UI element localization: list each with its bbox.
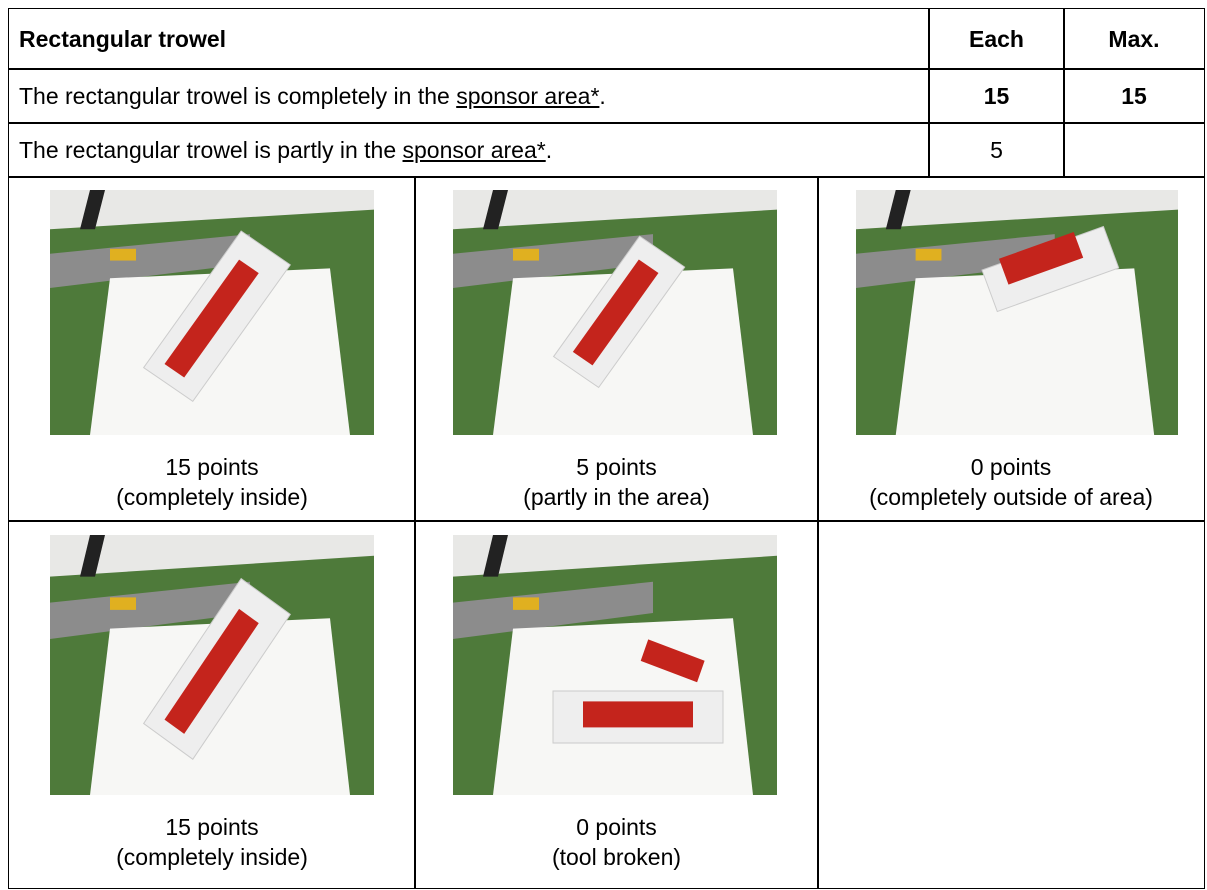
each-value: 5 — [990, 136, 1003, 163]
row-cell — [1063, 122, 1205, 178]
photo-cell — [817, 520, 1205, 889]
each-value: 15 — [983, 82, 1010, 109]
caption: 5 points (partly in the area) — [414, 452, 819, 512]
photo — [453, 535, 777, 795]
photo-image — [50, 535, 374, 795]
rule-link[interactable]: sponsor area* — [402, 136, 546, 163]
photo-cell — [414, 176, 819, 522]
caption-note: (tool broken) — [551, 844, 682, 870]
caption-points: 0 points — [970, 454, 1052, 480]
caption: 15 points (completely inside) — [8, 452, 416, 512]
photo — [50, 190, 374, 435]
photo-image — [453, 535, 777, 795]
header-cell: Rectangular trowel — [8, 8, 930, 70]
row-cell: 15 — [1063, 68, 1205, 124]
caption-points: 5 points — [576, 454, 657, 480]
rule-end: . — [545, 136, 553, 163]
max-value: 15 — [1121, 82, 1147, 109]
photo-cell — [8, 520, 416, 889]
rule-end: . — [599, 82, 606, 109]
header-cell: Max. — [1063, 8, 1205, 70]
rule-text: The rectangular trowel is partly in the — [19, 136, 403, 163]
caption: 0 points (tool broken) — [414, 812, 819, 872]
caption-points: 0 points — [576, 814, 657, 840]
caption-note: (completely outside of area) — [869, 484, 1153, 510]
photo-cell — [8, 176, 416, 522]
row-cell: The rectangular trowel is completely in … — [8, 68, 930, 124]
header-cell: Each — [928, 8, 1065, 70]
photo — [50, 535, 374, 795]
caption-points: 15 points — [165, 454, 259, 480]
caption: 0 points (completely outside of area) — [817, 452, 1205, 512]
rule-text: The rectangular trowel is completely in … — [19, 82, 457, 109]
photo-cell — [817, 176, 1205, 522]
rule-link[interactable]: sponsor area* — [456, 82, 600, 109]
row-cell: 5 — [928, 122, 1065, 178]
photo — [856, 190, 1178, 435]
photo-image — [50, 190, 374, 435]
photo-image — [453, 190, 777, 435]
photo-cell — [414, 520, 819, 889]
photo — [453, 190, 777, 435]
header-title: Rectangular trowel — [19, 25, 227, 52]
header-max: Max. — [1108, 25, 1160, 52]
row-cell: The rectangular trowel is partly in the … — [8, 122, 930, 178]
row-cell: 15 — [928, 68, 1065, 124]
caption: 15 points (completely inside) — [8, 812, 416, 872]
photo-image — [856, 190, 1178, 435]
caption-note: (partly in the area) — [523, 484, 710, 510]
caption-note: (completely inside) — [116, 844, 308, 870]
caption-note: (completely inside) — [116, 484, 308, 510]
caption-points: 15 points — [165, 814, 259, 840]
header-each: Each — [969, 25, 1024, 52]
